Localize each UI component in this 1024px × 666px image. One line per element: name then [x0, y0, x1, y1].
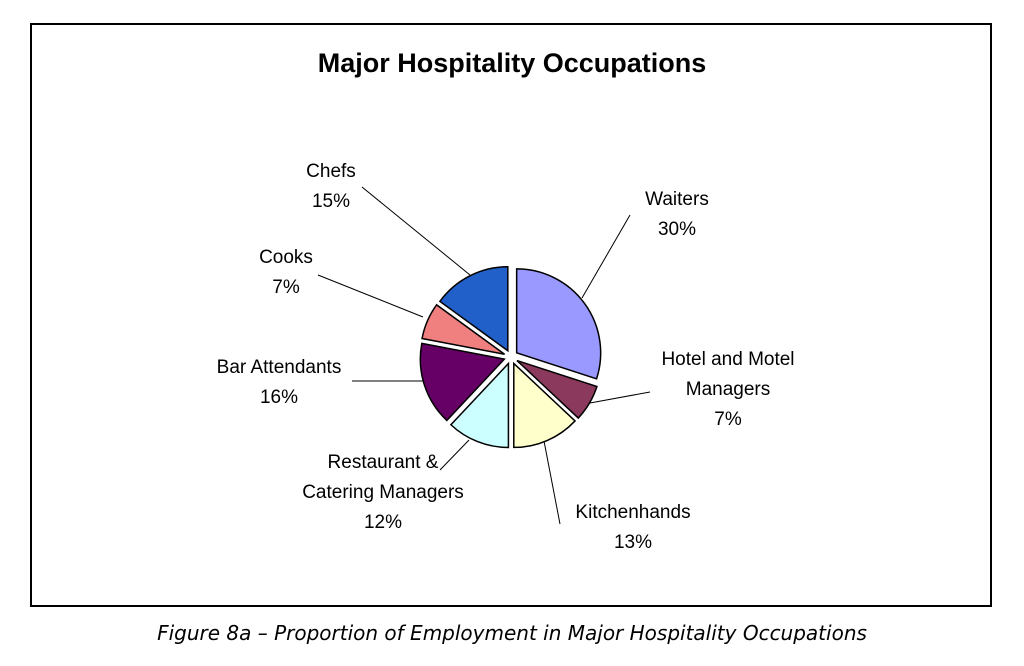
slice-value-waiters: 30%	[658, 219, 696, 240]
slice-value-hotel-and-motel-managers: 7%	[714, 409, 742, 430]
chart-frame	[30, 23, 992, 607]
slice-value-bar-attendants: 16%	[260, 387, 298, 408]
slice-name-waiters: Waiters	[645, 189, 709, 210]
slice-name-hotel-and-motel-managers: Managers	[686, 379, 771, 400]
slice-name-restaurant-catering-managers: Restaurant &	[328, 452, 439, 473]
figure-caption: Figure 8a – Proportion of Employment in …	[157, 621, 867, 645]
slice-name-kitchenhands: Kitchenhands	[575, 502, 690, 523]
pie-slice-chefs	[438, 266, 509, 353]
slice-label-cooks: Cooks 7%	[259, 247, 313, 298]
pie-slice-hotel-and-motel-managers	[516, 359, 598, 420]
slice-label-restaurant-catering-managers: Restaurant & Catering Managers 12%	[302, 452, 464, 533]
pie-slice-bar-attendants	[419, 342, 506, 422]
slice-name-restaurant-catering-managers: Catering Managers	[302, 482, 464, 503]
leader-line-cooks	[317, 274, 424, 318]
pie-slice-waiters	[515, 268, 602, 380]
slice-label-waiters: Waiters 30%	[645, 189, 709, 240]
pie-slice-kitchenhands	[513, 361, 577, 449]
leader-line-chefs	[361, 186, 471, 276]
slice-value-cooks: 7%	[272, 277, 300, 298]
slice-name-bar-attendants: Bar Attendants	[217, 357, 342, 378]
slice-value-kitchenhands: 13%	[614, 532, 652, 553]
slice-label-bar-attendants: Bar Attendants 16%	[217, 357, 342, 408]
slice-label-chefs: Chefs 15%	[306, 161, 356, 212]
slice-name-chefs: Chefs	[306, 161, 356, 182]
leader-line-hotel-and-motel-managers	[589, 391, 651, 404]
leader-line-waiters	[581, 214, 631, 299]
chart-title: Major Hospitality Occupations	[317, 48, 707, 78]
pie-slice-restaurant-catering-managers	[449, 361, 510, 449]
slice-name-cooks: Cooks	[259, 247, 313, 268]
slice-label-kitchenhands: Kitchenhands 13%	[575, 502, 690, 553]
slice-value-chefs: 15%	[312, 191, 350, 212]
slice-value-restaurant-catering-managers: 12%	[364, 512, 402, 533]
slice-label-hotel-and-motel-managers: Hotel and Motel Managers 7%	[661, 349, 794, 430]
pie-slice-cooks	[421, 303, 506, 355]
leader-line-kitchenhands	[543, 440, 561, 525]
slice-name-hotel-and-motel-managers: Hotel and Motel	[661, 349, 794, 370]
leader-line-restaurant-catering-managers	[439, 439, 470, 471]
